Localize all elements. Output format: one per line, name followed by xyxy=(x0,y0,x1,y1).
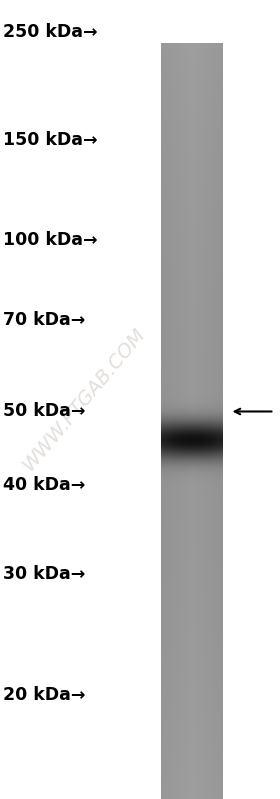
Text: 50 kDa→: 50 kDa→ xyxy=(3,403,85,420)
Text: 20 kDa→: 20 kDa→ xyxy=(3,686,85,704)
Text: WWW.PTGAB.COM: WWW.PTGAB.COM xyxy=(19,324,149,475)
Text: 150 kDa→: 150 kDa→ xyxy=(3,131,97,149)
Text: 100 kDa→: 100 kDa→ xyxy=(3,231,97,248)
Text: 70 kDa→: 70 kDa→ xyxy=(3,311,85,328)
Text: 30 kDa→: 30 kDa→ xyxy=(3,565,85,582)
Text: 40 kDa→: 40 kDa→ xyxy=(3,476,85,494)
Text: 250 kDa→: 250 kDa→ xyxy=(3,23,97,41)
